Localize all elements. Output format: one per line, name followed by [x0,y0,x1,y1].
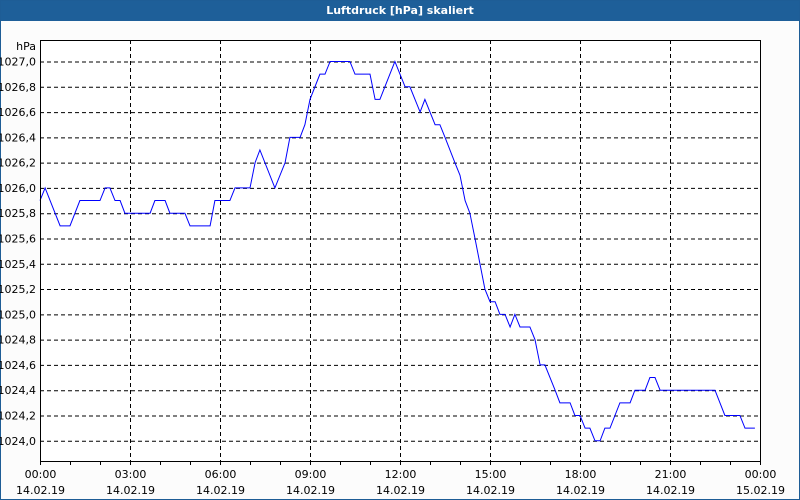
y-tick-label: 1026,6 [0,106,36,119]
x-tick-date: 14.02.19 [286,484,335,497]
x-tick-date: 14.02.19 [16,484,65,497]
y-tick-label: 1025,6 [0,232,36,245]
y-tick-label: 1026,2 [0,157,36,170]
y-tick-label: 1024,0 [0,435,36,448]
x-tick-time: 03:00 [115,468,147,481]
x-tick-date: 14.02.19 [466,484,515,497]
x-tick-time: 00:00 [25,468,57,481]
y-tick-label: 1025,8 [0,207,36,220]
x-tick-date: 14.02.19 [196,484,245,497]
x-tick-time: 09:00 [295,468,327,481]
y-tick-label: 1026,4 [0,131,36,144]
x-tick-time: 21:00 [655,468,687,481]
y-tick-label: 1025,4 [0,258,36,271]
y-tick-label: 1024,4 [0,384,36,397]
y-tick-label: 1025,0 [0,308,36,321]
y-tick-label: 1027,0 [0,55,36,68]
y-axis-unit: hPa [16,40,36,53]
x-tick-time: 18:00 [565,468,597,481]
x-tick-time: 12:00 [385,468,417,481]
y-tick-label: 1025,2 [0,283,36,296]
y-tick-label: 1026,8 [0,81,36,94]
x-tick-date: 14.02.19 [376,484,425,497]
x-tick-time: 15:00 [475,468,507,481]
pressure-line [39,60,755,442]
x-tick-date: 14.02.19 [646,484,695,497]
x-tick-date: 14.02.19 [556,484,605,497]
x-tick-time: 00:00 [745,468,777,481]
y-tick-label: 1026,0 [0,182,36,195]
y-tick-label: 1024,2 [0,409,36,422]
x-tick-date: 14.02.19 [106,484,155,497]
x-tick-date: 15.02.19 [736,484,785,497]
x-tick-time: 06:00 [205,468,237,481]
y-tick-label: 1024,6 [0,359,36,372]
window-title: Luftdruck [hPa] skaliert [1,1,799,21]
y-tick-label: 1024,8 [0,334,36,347]
